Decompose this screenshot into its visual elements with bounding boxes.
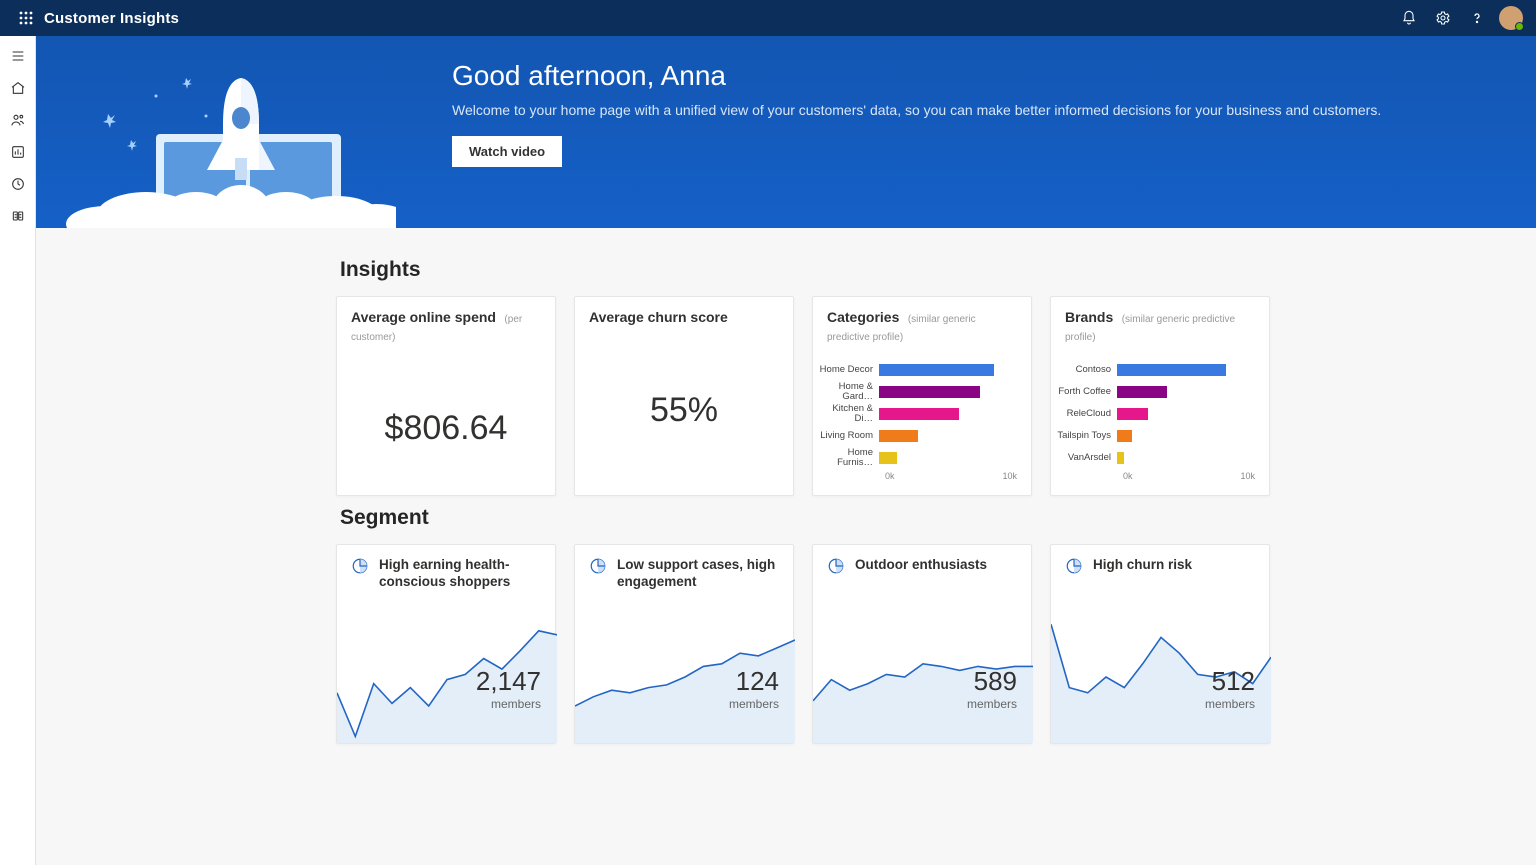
segment-value: 512 bbox=[1205, 666, 1255, 697]
card-title: Brands bbox=[1065, 309, 1113, 325]
segment-unit: members bbox=[1205, 697, 1255, 711]
insights-cards: Average online spend (per customer) $806… bbox=[336, 296, 1456, 496]
bar-label: Home Decor bbox=[813, 365, 879, 375]
segment-cards: High earning health-conscious shoppers 2,… bbox=[336, 544, 1456, 744]
segment-value: 589 bbox=[967, 666, 1017, 697]
bar-label: Forth Coffee bbox=[1051, 387, 1117, 397]
segment-title: High churn risk bbox=[1093, 557, 1192, 574]
categories-barchart: Home Decor Home & Gard…Kitchen & Di… Livin… bbox=[813, 353, 1031, 485]
notifications-icon[interactable] bbox=[1392, 0, 1426, 36]
segment-card[interactable]: High churn risk 512members bbox=[1050, 544, 1270, 744]
avatar[interactable] bbox=[1494, 0, 1528, 36]
card-categories[interactable]: Categories (similar generic predictive p… bbox=[812, 296, 1032, 496]
hero-banner: Good afternoon, Anna Welcome to your hom… bbox=[36, 36, 1536, 228]
metric-value: 55% bbox=[650, 391, 718, 430]
bar-label: Tailspin Toys bbox=[1051, 431, 1117, 441]
hero-subtitle: Welcome to your home page with a unified… bbox=[452, 102, 1452, 118]
segment-unit: members bbox=[729, 697, 779, 711]
home-icon[interactable] bbox=[0, 72, 36, 104]
measures-icon[interactable] bbox=[0, 168, 36, 200]
card-average-churn[interactable]: Average churn score 55% bbox=[574, 296, 794, 496]
bar-row: Home Furnis… bbox=[813, 447, 1019, 469]
segment-card[interactable]: Outdoor enthusiasts 589members bbox=[812, 544, 1032, 744]
card-title: Categories bbox=[827, 309, 899, 325]
bar-label: ReleCloud bbox=[1051, 409, 1117, 419]
hero-illustration bbox=[36, 36, 396, 228]
main-content: Good afternoon, Anna Welcome to your hom… bbox=[36, 36, 1536, 865]
watch-video-button[interactable]: Watch video bbox=[452, 136, 562, 167]
gear-icon[interactable] bbox=[1426, 0, 1460, 36]
bar-row: Contoso bbox=[1051, 359, 1257, 381]
insights-heading: Insights bbox=[340, 258, 1452, 282]
bar-label: Home & Gard… bbox=[813, 382, 879, 403]
bar-label: Kitchen & Di… bbox=[813, 404, 879, 425]
segment-title: Low support cases, high engagement bbox=[617, 557, 779, 591]
bar-fill bbox=[1117, 408, 1148, 420]
topbar: Customer Insights bbox=[0, 0, 1536, 36]
segment-card[interactable]: Low support cases, high engagement 124mem… bbox=[574, 544, 794, 744]
bar-fill bbox=[1117, 364, 1226, 376]
bar-fill bbox=[879, 430, 918, 442]
brands-barchart: Contoso Forth Coffee ReleCloud Tailspin Toy… bbox=[1051, 353, 1269, 485]
segment-card[interactable]: High earning health-conscious shoppers 2,… bbox=[336, 544, 556, 744]
card-brands[interactable]: Brands (similar generic predictive profi… bbox=[1050, 296, 1270, 496]
bar-fill bbox=[879, 452, 897, 464]
intelligence-icon[interactable] bbox=[0, 200, 36, 232]
bar-fill bbox=[879, 408, 959, 420]
bar-row: Forth Coffee bbox=[1051, 381, 1257, 403]
segment-unit: members bbox=[476, 697, 541, 711]
help-icon[interactable] bbox=[1460, 0, 1494, 36]
hero-greeting: Good afternoon, Anna bbox=[452, 60, 1512, 92]
bar-fill bbox=[1117, 430, 1132, 442]
bar-axis: 0k10k bbox=[885, 471, 1019, 481]
segments-icon[interactable] bbox=[0, 136, 36, 168]
segment-icon bbox=[827, 557, 845, 575]
nav-rail bbox=[0, 36, 36, 865]
bar-row: ReleCloud bbox=[1051, 403, 1257, 425]
bar-fill bbox=[879, 364, 994, 376]
app-launcher-icon[interactable] bbox=[8, 11, 44, 25]
segment-value: 2,147 bbox=[476, 666, 541, 697]
bar-row: Home & Gard… bbox=[813, 381, 1019, 403]
bar-row: Kitchen & Di… bbox=[813, 403, 1019, 425]
customers-icon[interactable] bbox=[0, 104, 36, 136]
bar-row: VanArsdel bbox=[1051, 447, 1257, 469]
metric-value: $806.64 bbox=[385, 409, 508, 448]
segment-unit: members bbox=[967, 697, 1017, 711]
bar-label: Contoso bbox=[1051, 365, 1117, 375]
bar-row: Living Room bbox=[813, 425, 1019, 447]
bar-label: Living Room bbox=[813, 431, 879, 441]
bar-fill bbox=[1117, 452, 1124, 464]
card-title: Average churn score bbox=[589, 309, 728, 325]
bar-row: Tailspin Toys bbox=[1051, 425, 1257, 447]
bar-label: VanArsdel bbox=[1051, 453, 1117, 463]
segment-value: 124 bbox=[729, 666, 779, 697]
segment-icon bbox=[1065, 557, 1083, 575]
segment-heading: Segment bbox=[340, 506, 1452, 530]
hamburger-icon[interactable] bbox=[0, 40, 36, 72]
card-average-spend[interactable]: Average online spend (per customer) $806… bbox=[336, 296, 556, 496]
bar-fill bbox=[1117, 386, 1167, 398]
segment-icon bbox=[589, 557, 607, 575]
app-title: Customer Insights bbox=[44, 10, 179, 27]
segment-icon bbox=[351, 557, 369, 575]
card-title: Average online spend bbox=[351, 309, 496, 325]
bar-axis: 0k10k bbox=[1123, 471, 1257, 481]
segment-title: Outdoor enthusiasts bbox=[855, 557, 987, 574]
bar-fill bbox=[879, 386, 980, 398]
bar-label: Home Furnis… bbox=[813, 448, 879, 469]
segment-title: High earning health-conscious shoppers bbox=[379, 557, 541, 591]
bar-row: Home Decor bbox=[813, 359, 1019, 381]
